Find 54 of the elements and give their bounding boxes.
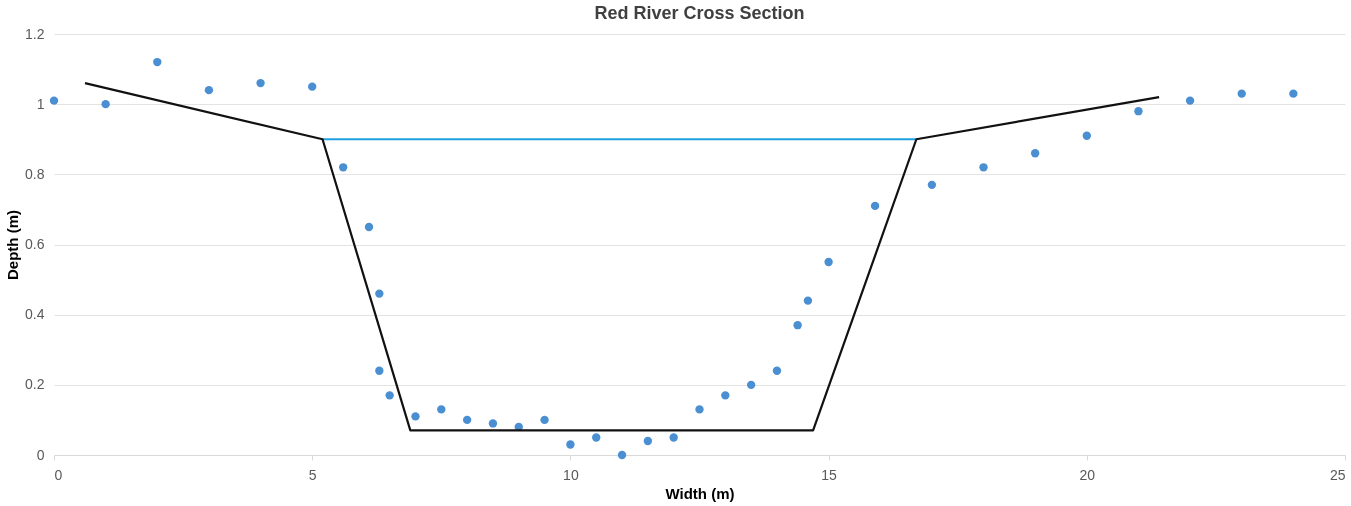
x-tick-label: 20 — [1079, 466, 1096, 483]
y-tick-label: 1.2 — [25, 25, 45, 42]
point — [1030, 149, 1040, 158]
point — [695, 405, 704, 414]
y-tick-label: 0.4 — [25, 306, 45, 323]
x-axis-title: Width (m) — [665, 484, 735, 502]
x-tick-label: 15 — [821, 466, 838, 483]
point — [1134, 107, 1143, 116]
point — [308, 82, 317, 91]
y-axis-title: Depth (m) — [4, 210, 22, 280]
point — [566, 440, 575, 449]
point — [375, 366, 384, 375]
point — [927, 180, 937, 190]
point — [437, 405, 446, 414]
point — [101, 99, 110, 109]
y-tick-label: 0.6 — [25, 236, 45, 252]
point — [979, 163, 988, 172]
point — [1289, 89, 1298, 98]
point — [339, 163, 348, 172]
point — [540, 415, 549, 425]
y-tick-label: 1 — [36, 95, 45, 112]
point — [411, 412, 420, 421]
point — [746, 380, 756, 390]
point — [364, 222, 374, 232]
point — [1237, 89, 1246, 98]
x-tick-label: 10 — [563, 466, 579, 483]
point — [617, 450, 627, 460]
point — [824, 257, 833, 267]
point — [772, 366, 782, 375]
point — [643, 436, 653, 446]
point — [375, 289, 384, 298]
point — [669, 433, 678, 442]
x-tick-label: 0 — [54, 466, 63, 483]
y-tick-label: 0 — [36, 446, 45, 463]
point — [793, 321, 802, 330]
point — [49, 96, 59, 105]
x-tick-label: 5 — [308, 466, 317, 483]
point — [1185, 96, 1195, 105]
point — [1082, 131, 1091, 140]
point — [870, 201, 880, 211]
point — [204, 85, 214, 95]
y-tick-label: 0.2 — [25, 376, 45, 393]
chart-title: Red River Cross Section — [594, 3, 805, 23]
point — [462, 415, 472, 425]
y-tick-label: 0.8 — [25, 165, 45, 182]
point — [488, 419, 498, 428]
point — [256, 78, 265, 88]
line-series — [83, 82, 1161, 432]
point — [721, 391, 730, 400]
point — [803, 296, 813, 305]
point — [385, 391, 394, 400]
point — [592, 433, 601, 442]
x-tick-label: 25 — [1329, 466, 1346, 483]
point — [153, 57, 162, 67]
